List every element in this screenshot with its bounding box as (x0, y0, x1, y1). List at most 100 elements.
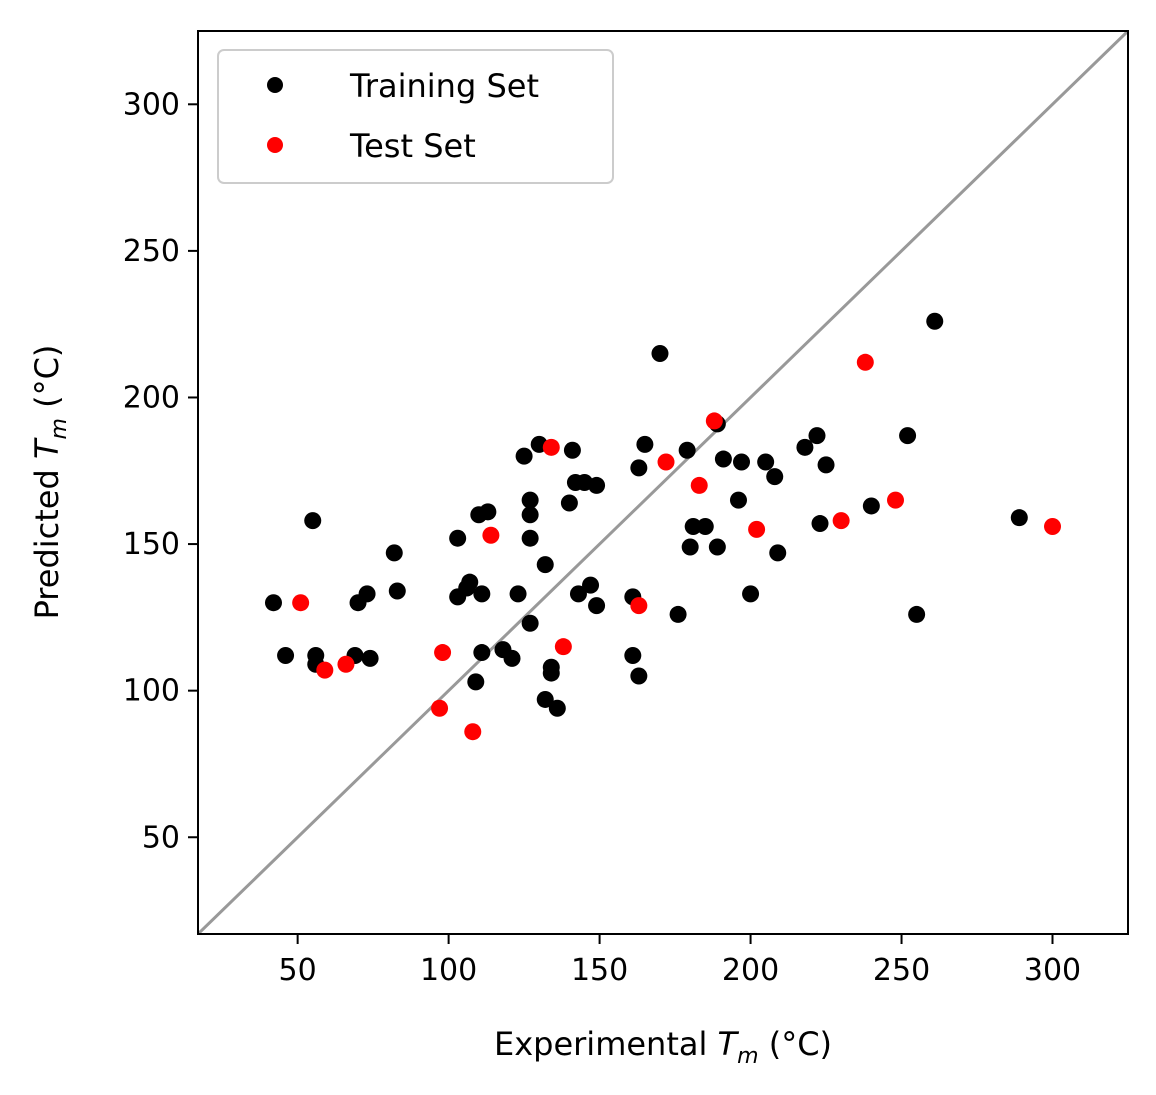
x-tick-label: 250 (873, 953, 930, 988)
training-point (588, 597, 606, 615)
training-point (582, 576, 600, 594)
training-point (669, 605, 687, 623)
training-point (521, 529, 539, 547)
training-point (742, 585, 760, 603)
plot-frame (197, 30, 1129, 935)
test-point (748, 520, 766, 538)
training-point (473, 644, 491, 662)
x-axis-label-prefix: Experimental (494, 1025, 718, 1063)
x-axis-label-symbol: T (718, 1025, 740, 1063)
y-axis-ticks: 50 100 150 200 250 300 (123, 87, 198, 855)
test-point (434, 644, 452, 662)
training-point (817, 456, 835, 474)
training-point (521, 491, 539, 509)
training-point (548, 699, 566, 717)
test-point (887, 491, 904, 509)
y-axis-label-symbol: T (28, 437, 66, 459)
training-point (684, 517, 702, 535)
x-axis-label-subscript: m (737, 1044, 758, 1069)
training-point (636, 435, 654, 453)
training-point (757, 453, 775, 471)
training-point (630, 459, 648, 477)
test-point (690, 476, 708, 494)
test-point (464, 723, 482, 741)
training-point (624, 646, 642, 664)
legend-box (217, 49, 614, 184)
y-axis-label-prefix: Predicted (28, 459, 66, 619)
training-point (521, 506, 539, 524)
training-point (479, 503, 497, 521)
test-point (630, 597, 648, 615)
training-point (307, 646, 325, 664)
x-tick-label: 100 (420, 953, 477, 988)
x-tick-label: 50 (279, 953, 317, 988)
test-point (856, 353, 874, 371)
training-point (563, 441, 581, 459)
x-tick-label: 200 (722, 953, 779, 988)
training-point (708, 538, 726, 556)
series-test (292, 353, 1062, 741)
y-axis-label-suffix: (°C) (28, 345, 66, 418)
test-point (292, 594, 310, 612)
training-point (899, 427, 917, 445)
training-point (449, 529, 467, 547)
x-tick-label: 150 (571, 953, 628, 988)
y-tick-label: 200 (123, 380, 180, 415)
training-point (681, 538, 699, 556)
x-axis-label-suffix: (°C) (759, 1025, 832, 1063)
training-point (796, 438, 814, 456)
plot-area (198, 31, 1128, 934)
training-point (521, 614, 539, 632)
training-point (766, 468, 784, 486)
training-point (385, 544, 403, 562)
test-point (705, 412, 723, 430)
legend-label-test: Test Set (349, 127, 476, 165)
training-point (509, 585, 527, 603)
series-training (264, 312, 1028, 717)
y-tick-label: 300 (123, 87, 180, 122)
training-point (277, 646, 295, 664)
training-point (811, 515, 829, 533)
y-tick-label: 150 (123, 527, 180, 562)
y-axis-label: Predicted Tm (°C) (28, 345, 72, 620)
training-point (503, 649, 521, 667)
legend-label-training: Training Set (349, 67, 539, 105)
legend-marker-test (267, 137, 283, 153)
test-point (431, 699, 449, 717)
training-point (808, 427, 826, 445)
training-point (733, 453, 751, 471)
training-point (560, 494, 578, 512)
legend: Training Set Test Set (217, 49, 614, 184)
training-point (678, 441, 696, 459)
training-point (908, 605, 926, 623)
y-tick-label: 250 (123, 234, 180, 269)
training-point (862, 497, 880, 515)
training-point (769, 544, 787, 562)
training-point (588, 476, 606, 494)
training-point (467, 673, 485, 691)
training-point (729, 491, 747, 509)
training-point (304, 512, 322, 530)
y-tick-label: 100 (123, 674, 180, 709)
test-point (554, 638, 572, 656)
training-point (1010, 509, 1028, 527)
training-point (536, 556, 554, 574)
training-point (515, 447, 533, 465)
test-point (657, 453, 675, 471)
training-point (264, 594, 282, 612)
test-point (316, 661, 334, 679)
test-point (832, 512, 850, 530)
training-point (696, 517, 714, 535)
test-point (337, 655, 355, 673)
identity-reference-line (198, 31, 1128, 934)
y-axis-label-subscript: m (47, 418, 72, 439)
y-tick-label: 50 (142, 820, 180, 855)
legend-marker-training (267, 77, 283, 93)
training-point (651, 345, 669, 362)
training-point (388, 582, 406, 600)
training-point (361, 649, 379, 667)
training-point (358, 585, 376, 603)
test-point (482, 526, 500, 544)
training-point (461, 573, 479, 591)
